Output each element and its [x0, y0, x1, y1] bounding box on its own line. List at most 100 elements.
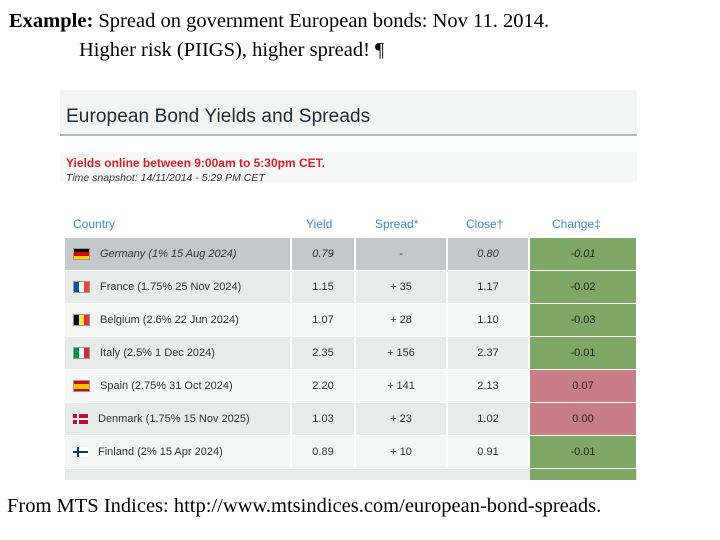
spread-cell-text: + 28	[390, 314, 412, 326]
yield-cell-text: 1.07	[312, 314, 334, 326]
table-row: France (1.75% 25 Nov 2024) 1.15 + 35 1.17 -0…	[65, 271, 637, 303]
change-cell: -0.02	[530, 271, 636, 303]
denmark-flag-icon	[73, 414, 88, 424]
close-cell-text: 1.17	[477, 281, 499, 293]
country-name: Finland (2% 15 Apr 2024)	[98, 446, 223, 458]
country-cell: Belgium (2.6% 22 Jun 2024)	[65, 304, 290, 336]
close-cell: 0.91	[448, 436, 528, 468]
spread-cell-text: + 141	[387, 380, 415, 392]
change-cell-text: -0.03	[570, 314, 596, 326]
change-cell-text: -0.02	[570, 281, 596, 293]
table-row: Denmark (1.75% 15 Nov 2025) 1.03 + 23 1.02 0…	[65, 403, 637, 435]
table-row: Belgium (2.6% 22 Jun 2024) 1.07 + 28 1.10 -0…	[65, 304, 637, 336]
spain-flag-icon	[73, 380, 90, 392]
column-header-country[interactable]: Country	[73, 217, 116, 231]
france-flag-icon	[73, 281, 90, 293]
change-cell: -0.01	[530, 238, 636, 270]
spread-cell-text: + 156	[387, 347, 415, 359]
change-cell-text: 0.07	[572, 380, 594, 392]
country-name: Belgium (2.6% 22 Jun 2024)	[100, 314, 239, 326]
close-cell-text: 1.02	[477, 413, 499, 425]
country-cell: Germany (1% 15 Aug 2024)	[65, 238, 290, 270]
online-hours-notice: Yields online between 9:00am to 5:30pm C…	[66, 156, 325, 170]
change-cell: -0.01	[530, 337, 636, 369]
change-cell-text: -0.01	[570, 446, 596, 458]
yield-cell-text: 1.03	[312, 413, 334, 425]
table-title: European Bond Yields and Spreads	[66, 106, 371, 127]
finland-flag-icon	[73, 447, 88, 457]
change-cell: 0.00	[530, 403, 636, 435]
spread-cell: + 10	[356, 436, 446, 468]
yield-cell-text: 0.79	[312, 248, 334, 260]
spread-cell-text: + 23	[390, 413, 412, 425]
notice-box: Yields online between 9:00am to 5:30pm C…	[60, 152, 637, 184]
change-cell: 0.07	[530, 370, 636, 402]
column-header-close[interactable]: Close†	[466, 217, 504, 231]
yield-cell: 1.03	[292, 403, 354, 435]
country-name: France (1.75% 25 Nov 2024)	[100, 281, 242, 293]
yield-cell-text: 2.35	[312, 347, 334, 359]
change-cell-text: -0.01	[570, 248, 596, 260]
yield-cell: 2.35	[292, 337, 354, 369]
close-cell: 0.80	[448, 238, 528, 270]
change-cell-text: 0.00	[572, 413, 594, 425]
spread-cell: + 23	[356, 403, 446, 435]
close-cell: 1.02	[448, 403, 528, 435]
close-cell: 1.10	[448, 304, 528, 336]
spread-cell-text: + 35	[390, 281, 412, 293]
yield-cell: 1.07	[292, 304, 354, 336]
change-cell: -0.03	[530, 304, 636, 336]
country-cell: France (1.75% 25 Nov 2024)	[65, 271, 290, 303]
spread-cell-text: + 10	[390, 446, 412, 458]
spread-cell: + 35	[356, 271, 446, 303]
close-cell: 2.37	[448, 337, 528, 369]
table-row: Finland (2% 15 Apr 2024) 0.89 + 10 0.91 -0.0…	[65, 436, 637, 468]
yield-cell: 0.79	[292, 238, 354, 270]
close-cell: 2.13	[448, 370, 528, 402]
close-cell-text: 0.80	[477, 248, 499, 260]
yield-cell-text: 0.89	[312, 446, 334, 458]
country-cell: Italy (2.5% 1 Dec 2024)	[65, 337, 290, 369]
column-header-spread[interactable]: Spread*	[375, 217, 419, 231]
belgium-flag-icon	[73, 314, 90, 326]
table-row: Spain (2.75% 31 Oct 2024) 2.20 + 141 2.13 0.…	[65, 370, 637, 402]
column-header-yield[interactable]: Yield	[306, 217, 333, 231]
source-footer: From MTS Indices: http://www.mtsindices.…	[7, 495, 602, 517]
country-cell: Spain (2.75% 31 Oct 2024)	[65, 370, 290, 402]
heading-line-2: Higher risk (PIIGS), higher spread! ¶	[79, 39, 385, 61]
change-cell: -0.01	[530, 436, 636, 468]
table-row: Italy (2.5% 1 Dec 2024) 2.35 + 156 2.37 -0.0…	[65, 337, 637, 369]
italy-flag-icon	[73, 347, 90, 359]
close-cell-text: 2.13	[477, 380, 499, 392]
yield-cell: 1.15	[292, 271, 354, 303]
spread-cell-text: -	[399, 248, 403, 260]
country-cell: Finland (2% 15 Apr 2024)	[65, 436, 290, 468]
close-cell-text: 1.10	[477, 314, 499, 326]
country-name: Denmark (1.75% 15 Nov 2025)	[98, 413, 250, 425]
country-name: Italy (2.5% 1 Dec 2024)	[100, 347, 215, 359]
close-cell: 1.17	[448, 271, 528, 303]
spread-cell: -	[356, 238, 446, 270]
yield-cell: 0.89	[292, 436, 354, 468]
table-row: Germany (1% 15 Aug 2024) 0.79 - 0.80 -0.01	[65, 238, 637, 270]
close-cell-text: 2.37	[477, 347, 499, 359]
germany-flag-icon	[73, 248, 90, 260]
change-cell-text: -0.01	[570, 347, 596, 359]
heading-line-1: Spread on government European bonds: Nov…	[93, 10, 550, 32]
yield-cell-text: 2.20	[312, 380, 334, 392]
country-cell: Denmark (1.75% 15 Nov 2025)	[65, 403, 290, 435]
country-name: Spain (2.75% 31 Oct 2024)	[100, 380, 233, 392]
yield-cell: 2.20	[292, 370, 354, 402]
column-header-change[interactable]: Change‡	[552, 217, 601, 231]
close-cell-text: 0.91	[477, 446, 499, 458]
slide-heading: Example: Spread on government European b…	[9, 7, 714, 65]
spread-cell: + 141	[356, 370, 446, 402]
bond-table-screenshot: European Bond Yields and Spreads Yields …	[60, 90, 637, 480]
country-name: Germany (1% 15 Aug 2024)	[100, 248, 237, 260]
spread-cell: + 28	[356, 304, 446, 336]
table-title-bar: European Bond Yields and Spreads	[60, 90, 637, 136]
example-label: Example:	[9, 10, 94, 32]
next-row-edge	[65, 469, 637, 480]
time-snapshot: Time snapshot: 14/11/2014 - 5:29 PM CET	[66, 172, 265, 184]
yield-cell-text: 1.15	[312, 281, 334, 293]
